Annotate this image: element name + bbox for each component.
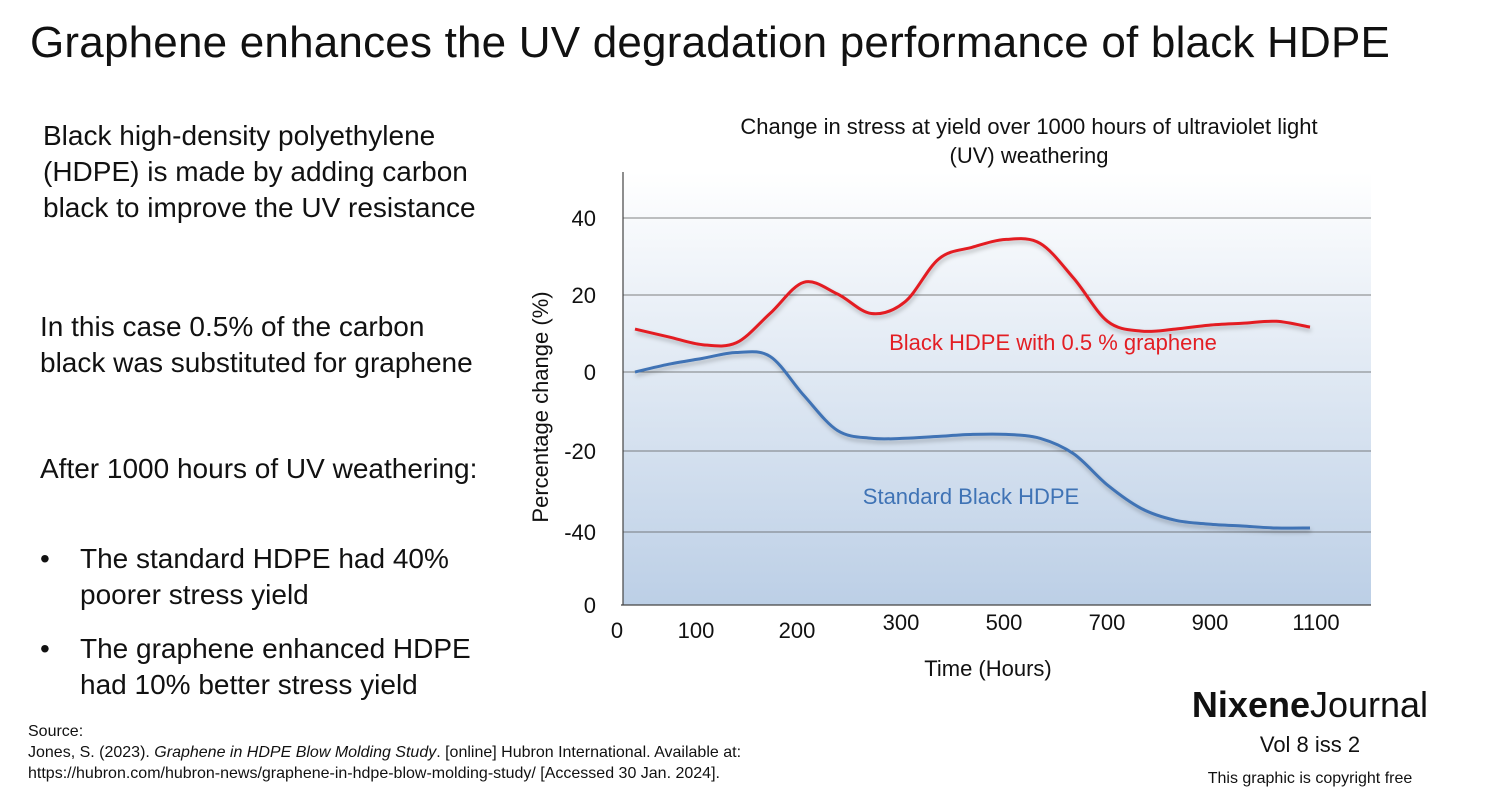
- x-tick-label: 300: [883, 610, 920, 635]
- source-url: https://hubron.com/hubron-news/graphene-…: [28, 765, 720, 782]
- brand-name-light: Journal: [1309, 684, 1429, 725]
- x-tick-label: 1100: [1292, 610, 1339, 635]
- series-line-graphene: [634, 237, 1311, 348]
- source-reference: Jones, S. (2023). Graphene in HDPE Blow …: [28, 742, 928, 763]
- bullet-text: The standard HDPE had 40% poorer stress …: [80, 543, 449, 610]
- y-axis-label: Percentage change (%): [528, 291, 553, 522]
- case-paragraph: In this case 0.5% of the carbon black wa…: [40, 311, 473, 378]
- volume-label: Vol 8 iss 2: [1259, 732, 1361, 757]
- source-heading: Source:: [28, 723, 84, 740]
- x-tick-label: 500: [986, 610, 1023, 635]
- y-tick-label: 0: [584, 360, 596, 385]
- series-label-standard: Standard Black HDPE: [863, 484, 1079, 509]
- brand-name-bold: Nixene: [1191, 684, 1310, 725]
- bullet-icon: •: [40, 633, 50, 664]
- intro-paragraph: Black high-density polyethylene (HDPE) i…: [43, 120, 476, 223]
- series-line-standard: [634, 350, 1311, 530]
- x-tick-labels: 0 100 200 300 500 700 900 1100: [611, 610, 1340, 643]
- after-paragraph: After 1000 hours of UV weathering:: [40, 453, 478, 484]
- plot-area: [623, 172, 1371, 605]
- copyright-note: This graphic is copyright free: [1207, 770, 1413, 787]
- y-tick-label: 20: [572, 283, 596, 308]
- y-tick-label: -40: [564, 520, 596, 545]
- x-tick-label: 900: [1192, 610, 1229, 635]
- x-axis-label: Time (Hours): [924, 656, 1052, 681]
- y-tick-label: 40: [572, 206, 596, 231]
- brand-block: NixeneJournal Vol 8 iss 2 This graphic i…: [1150, 684, 1470, 790]
- y-tick-labels: 40 20 0 -20 -40 0: [564, 206, 596, 618]
- bullet-icon: •: [40, 543, 50, 574]
- source-publisher: . [online] Hubron International. Availab…: [436, 744, 742, 761]
- x-tick-label: 0: [611, 618, 623, 643]
- list-item: • The graphene enhanced HDPE had 10% bett…: [40, 631, 510, 703]
- x-tick-label: 100: [678, 618, 715, 643]
- bullet-text: The graphene enhanced HDPE had 10% bette…: [80, 633, 471, 700]
- y-tick-label: 0: [584, 593, 596, 618]
- source-author: Jones, S. (2023).: [28, 744, 150, 761]
- findings-list: • The standard HDPE had 40% poorer stress…: [40, 541, 510, 721]
- y-tick-label: -20: [564, 439, 596, 464]
- gridlines: [623, 217, 1371, 533]
- page-title: Graphene enhances the UV degradation per…: [30, 18, 1391, 67]
- series-label-graphene: Black HDPE with 0.5 % graphene: [889, 330, 1217, 355]
- list-item: • The standard HDPE had 40% poorer stress…: [40, 541, 510, 613]
- chart-title-line-1: Change in stress at yield over 1000 hour…: [740, 114, 1317, 139]
- x-tick-label: 200: [779, 618, 816, 643]
- x-tick-label: 700: [1089, 610, 1126, 635]
- source-work-title: Graphene in HDPE Blow Molding Study: [154, 744, 437, 761]
- source-citation: Source: Jones, S. (2023). Graphene in HD…: [28, 721, 928, 784]
- chart-title-line-2: (UV) weathering: [950, 143, 1109, 168]
- brand-logo: NixeneJournal: [1150, 684, 1470, 726]
